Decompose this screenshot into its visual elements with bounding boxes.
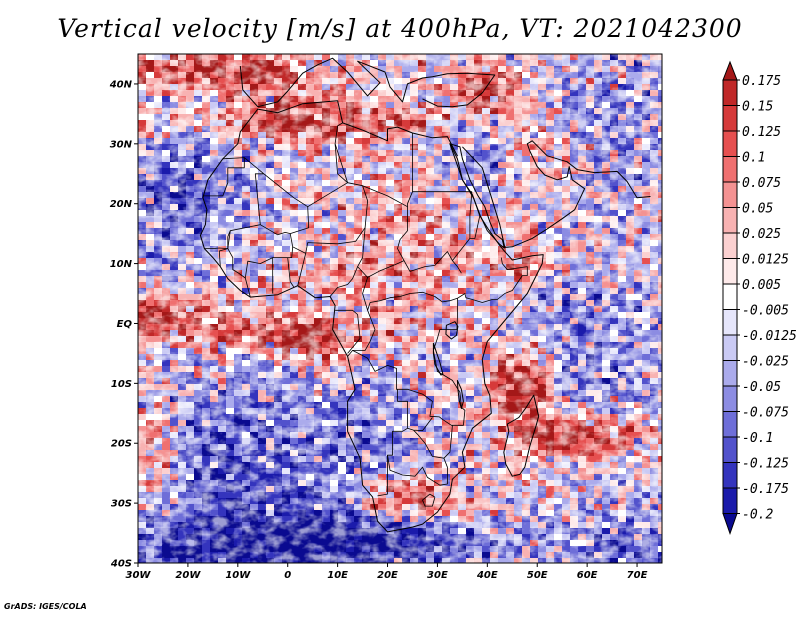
plot-area — [138, 54, 662, 563]
map-title: Vertical velocity [m/s] at 400hPa, VT: 2… — [57, 14, 743, 43]
